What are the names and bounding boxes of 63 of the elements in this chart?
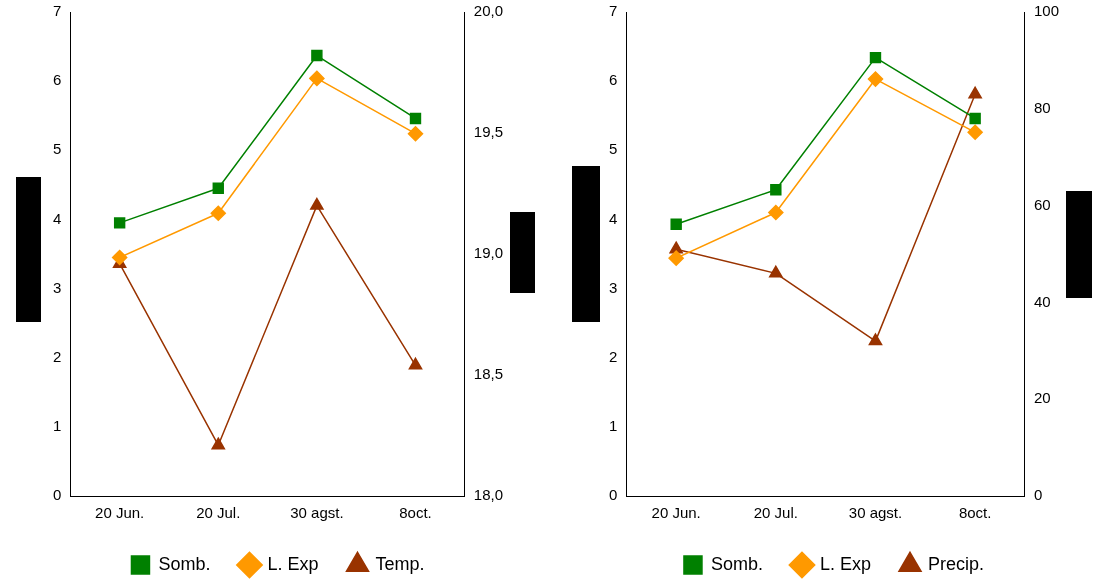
y2-tick-label: 60 [1033, 195, 1051, 213]
point [311, 49, 323, 62]
y-tick-label: 1 [53, 417, 62, 434]
y2-tick-label: 19,0 [473, 244, 504, 262]
y2-tick-label: 80 [1033, 98, 1051, 116]
point [867, 71, 884, 87]
point [969, 112, 981, 125]
y-tick-label: 6 [609, 71, 618, 89]
x-tick-label: 8oct. [399, 504, 432, 522]
y-tick-label: 5 [609, 140, 618, 158]
y-tick-label: 6 [53, 71, 62, 89]
legend-label: Precip. [928, 553, 985, 574]
x-tick-label: 20 Jul. [196, 504, 241, 522]
y2-tick-label: 18,5 [473, 365, 504, 383]
y2-tick-label: 40 [1033, 292, 1051, 310]
legend-label: L. Exp [819, 553, 872, 574]
x-tick-label: 20 Jun. [651, 504, 701, 522]
y-tick-label: 0 [609, 486, 618, 504]
y-tick-label: 0 [53, 486, 62, 504]
point [409, 112, 422, 125]
y2-tick-label: 20,0 [473, 2, 504, 20]
point [212, 182, 224, 195]
x-tick-label: 20 Jun. [95, 504, 145, 522]
x-tick-label: 30 agst. [290, 504, 344, 522]
point [869, 51, 882, 64]
y2-tick-label: 19,5 [473, 123, 504, 141]
legend-label: Somb. [710, 553, 763, 574]
point [968, 86, 982, 99]
y-tick-label: 1 [609, 417, 618, 434]
point [111, 249, 128, 266]
point [210, 205, 227, 221]
point [408, 357, 423, 370]
point [670, 218, 682, 230]
y-tick-label: 5 [53, 140, 62, 158]
y-tick-label: 2 [53, 347, 62, 365]
y-tick-label: 7 [53, 2, 62, 20]
point [310, 197, 324, 210]
y2-tick-label: 18,0 [473, 486, 504, 504]
y-tick-label: 7 [609, 2, 618, 20]
point [668, 250, 684, 266]
point [768, 204, 784, 221]
y-tick-label: 2 [609, 347, 618, 365]
legend-label: Somb. [158, 553, 211, 574]
y-tick-label: 3 [53, 278, 62, 296]
y2-tick-label: 20 [1033, 389, 1051, 407]
y-tick-label: 3 [609, 278, 618, 296]
y2-tick-label: 0 [1033, 486, 1043, 504]
point [769, 265, 783, 278]
y-tick-label: 4 [609, 209, 618, 227]
y-tick-label: 4 [53, 209, 62, 227]
legend-label: Temp. [375, 553, 425, 574]
legend-label: L. Exp [267, 553, 319, 574]
point [770, 184, 782, 196]
x-tick-label: 20 Jul. [753, 504, 798, 522]
x-tick-label: 30 agst. [848, 504, 903, 522]
point [211, 437, 226, 450]
point [868, 333, 883, 346]
point [113, 217, 126, 229]
point [309, 70, 325, 87]
y2-tick-label: 100 [1033, 2, 1059, 20]
point [967, 124, 983, 141]
point [407, 125, 424, 142]
x-tick-label: 8oct. [958, 504, 992, 522]
